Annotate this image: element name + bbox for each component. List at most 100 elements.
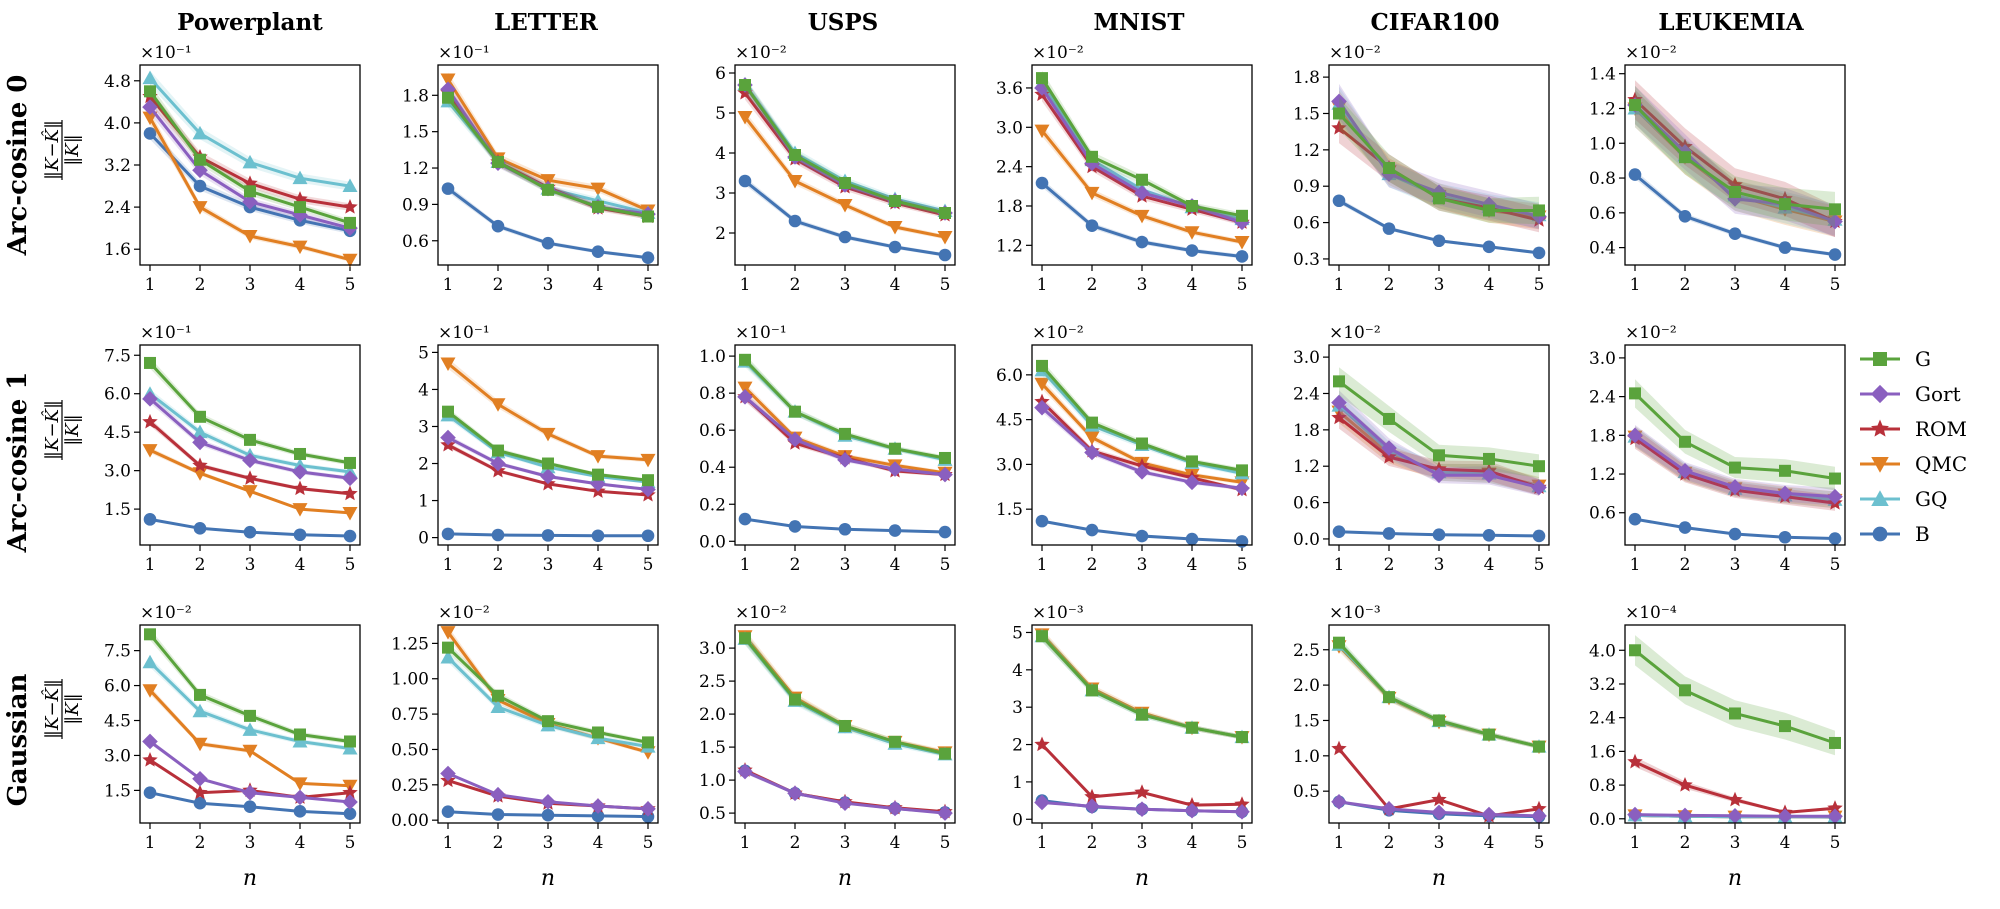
data-point (1134, 801, 1150, 817)
data-point (1629, 644, 1641, 657)
y-tick-label: 2.5 (699, 672, 726, 692)
y-tick-label: 1.5 (104, 500, 131, 520)
axis-multiplier: ×10⁻¹ (735, 323, 787, 343)
data-point (1829, 203, 1841, 216)
column-title-leukemia: LEUKEMIA (1658, 9, 1804, 36)
y-tick-label: 1.8 (1293, 421, 1320, 441)
series-b (441, 527, 655, 543)
data-point (1331, 740, 1347, 756)
y-tick-label: 2.4 (996, 158, 1023, 178)
x-axis-label-2: n (838, 866, 852, 891)
y-tick-label: 0.4 (1589, 239, 1616, 259)
legend-label: ROM (1915, 417, 1967, 441)
legend-marker (1870, 384, 1890, 404)
data-point (1086, 416, 1098, 429)
data-point (192, 457, 208, 473)
x-tick-label: 3 (840, 555, 851, 575)
confidence-band (1339, 367, 1539, 478)
data-point (789, 405, 801, 418)
y-tick-label: 1.25 (391, 634, 429, 654)
data-point (1331, 93, 1347, 110)
series-g (1036, 70, 1248, 222)
confidence-band (448, 407, 648, 482)
confidence-band (1339, 97, 1539, 225)
series-line (1337, 643, 1540, 749)
x-tick-label: 2 (1384, 555, 1395, 575)
data-point (1431, 804, 1447, 821)
y-axis-label-row-2: ‖K−K̂‖ ‖K‖ (41, 679, 83, 739)
panel-r2-c1: ×10⁻² 0.00 0.25 0.50 0.75 1.00 1.25 1 2 3 4 5 (391, 603, 659, 853)
legend-item-qmc: QMC (1860, 452, 1967, 476)
data-point (1627, 427, 1643, 444)
data-point (143, 786, 157, 800)
data-point (1777, 808, 1793, 825)
data-point (888, 240, 902, 254)
confidence-band (448, 652, 648, 749)
series-g (739, 353, 951, 464)
series-line (447, 362, 649, 462)
data-point (1533, 460, 1545, 473)
plot-frame (1328, 624, 1550, 824)
y-tick-label: 2.4 (1589, 709, 1616, 729)
data-point (1431, 791, 1447, 807)
x-tick-label: 4 (890, 555, 901, 575)
x-tick-label: 5 (1534, 833, 1545, 853)
data-point (293, 528, 307, 542)
y-tick-label: 7.5 (104, 642, 131, 662)
x-axis-label-4: n (1432, 866, 1446, 891)
series-qmc (1034, 628, 1250, 745)
y-tick-label: 4.5 (996, 411, 1023, 431)
y-label-denominator: ‖K‖ (62, 693, 83, 724)
y-tick-label: 1.5 (1293, 711, 1320, 731)
data-point (1034, 736, 1050, 752)
series-line (1337, 641, 1540, 749)
y-tick-label: 0.8 (1589, 169, 1616, 189)
legend-item-gort: Gort (1860, 382, 1961, 406)
data-point (1779, 720, 1791, 733)
panel-r0-c1: ×10⁻¹ 0.6 0.9 1.2 1.5 1.8 1 2 3 4 5 (402, 43, 659, 295)
x-tick-label: 4 (890, 833, 901, 853)
data-point (1331, 394, 1347, 411)
data-point (292, 240, 308, 255)
series-b (738, 512, 952, 539)
x-tick-label: 1 (443, 833, 454, 853)
data-point (1778, 241, 1792, 254)
confidence-band (745, 78, 945, 216)
data-point (441, 805, 455, 818)
x-tick-label: 4 (1484, 555, 1495, 575)
y-tick-label: 3.0 (996, 118, 1023, 138)
x-tick-label: 4 (1780, 275, 1791, 295)
y-tick-label: 1.8 (1293, 68, 1320, 88)
data-point (192, 784, 208, 800)
x-tick-label: 5 (940, 833, 951, 853)
data-point (590, 450, 606, 464)
data-point (1332, 194, 1346, 208)
y-tick-label: 4 (1012, 661, 1023, 681)
y-tick-label: 0.0 (1293, 530, 1320, 550)
data-point (1677, 463, 1693, 479)
y-tick-label: 2 (715, 224, 726, 244)
x-tick-label: 3 (1730, 555, 1741, 575)
data-point (442, 91, 454, 104)
y-tick-label: 6 (715, 64, 726, 84)
confidence-band (745, 356, 945, 463)
x-tick-label: 3 (543, 555, 554, 575)
x-tick-label: 4 (1780, 555, 1791, 575)
data-point (1531, 208, 1547, 225)
data-point (1629, 387, 1641, 400)
series-qmc (1331, 640, 1547, 755)
x-tick-label: 2 (195, 555, 206, 575)
data-point (192, 201, 208, 215)
y-tick-label: 2 (418, 455, 429, 475)
confidence-band (1339, 639, 1539, 749)
data-point (144, 356, 156, 369)
series-b (143, 786, 357, 820)
x-tick-label: 4 (1484, 833, 1495, 853)
panel-r2-c0: ×10⁻² 1.5 3.0 4.5 6.0 7.5 1 2 3 4 5 (104, 603, 361, 853)
data-point (592, 200, 604, 213)
data-point (1236, 464, 1248, 477)
row-title-gaussian: Gaussian (3, 673, 33, 806)
series-b (1332, 525, 1546, 543)
x-tick-label: 1 (1037, 833, 1048, 853)
data-point (839, 719, 851, 732)
